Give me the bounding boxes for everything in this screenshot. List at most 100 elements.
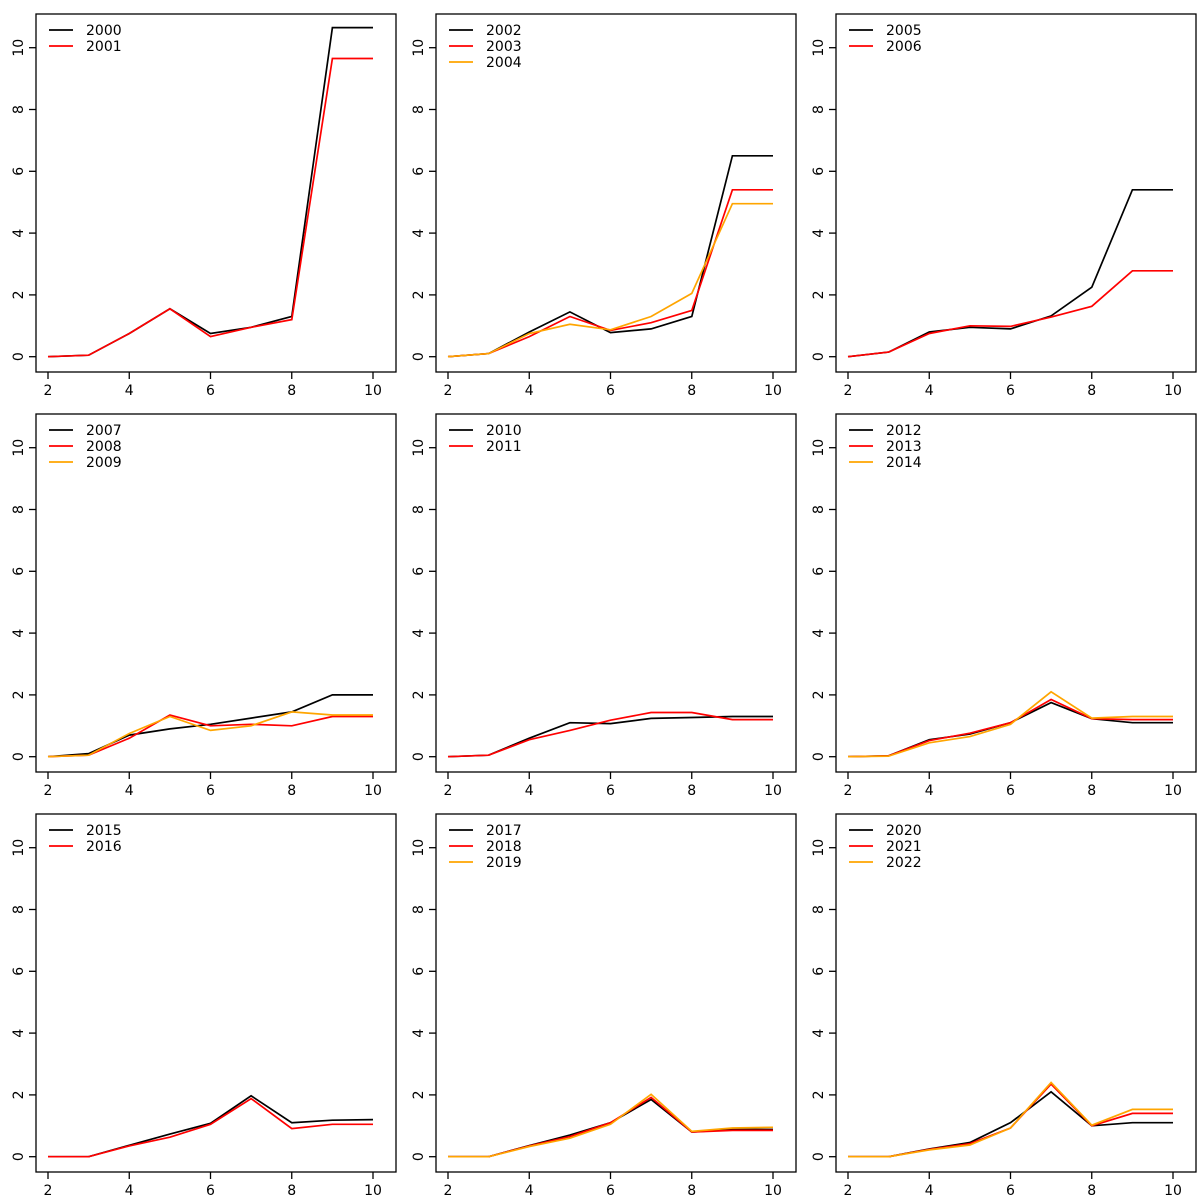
series-line-2011 (447, 711, 773, 758)
legend-label-2007: 2007 (86, 423, 122, 439)
y-axis-tick-label: 6 (811, 567, 827, 576)
plot-box (835, 13, 1197, 373)
chart-panel-2000-2001: 2 4 6 8 10 0 2 4 6 8 10 2000 2001 (0, 0, 400, 400)
chart-panel-2002-2004: 2 4 6 8 10 0 2 4 6 8 10 2002 2003 2004 (400, 0, 800, 400)
y-axis-tick-label: 4 (811, 229, 827, 238)
chart-panel-2012-2014: 2 4 6 8 10 0 2 4 6 8 10 2012 2013 2014 (800, 400, 1200, 800)
y-axis-tick-label: 4 (11, 629, 27, 638)
y-axis-tick-label: 10 (11, 839, 27, 857)
plot-box (35, 13, 397, 373)
chart-panel-2020-2022: 2 4 6 8 10 0 2 4 6 8 10 2020 2021 2022 (800, 800, 1200, 1200)
plot-box (435, 413, 797, 773)
x-axis-tick-label: 4 (525, 1183, 534, 1199)
y-axis-tick-label: 0 (411, 752, 427, 761)
legend-label-2014: 2014 (886, 455, 922, 471)
x-axis-tick-label: 4 (925, 383, 934, 399)
y-axis-tick-label: 2 (811, 1090, 827, 1099)
x-axis-tick-label: 6 (206, 1183, 215, 1199)
legend-label-2022: 2022 (886, 855, 922, 871)
legend-label-2018: 2018 (486, 839, 522, 855)
legend-label-2001: 2001 (86, 39, 122, 55)
y-axis-tick-label: 6 (11, 567, 27, 576)
legend-label-2017: 2017 (486, 823, 522, 839)
y-axis-tick-label: 4 (411, 629, 427, 638)
y-axis-tick-label: 0 (11, 1152, 27, 1161)
series-line-2009 (47, 711, 373, 758)
y-axis-tick-label: 6 (411, 567, 427, 576)
y-axis-tick-label: 10 (411, 839, 427, 857)
x-axis-tick-label: 8 (687, 783, 696, 799)
y-axis-tick-label: 10 (411, 39, 427, 57)
legend-label-2000: 2000 (86, 23, 122, 39)
y-axis-tick-label: 2 (811, 290, 827, 299)
plot-box (435, 13, 797, 373)
y-axis-tick-label: 2 (411, 690, 427, 699)
series-line-2005 (847, 188, 1173, 358)
x-axis-tick-label: 10 (764, 1183, 782, 1199)
x-axis-tick-label: 2 (444, 783, 453, 799)
x-axis-tick-label: 4 (525, 783, 534, 799)
x-axis-tick-label: 4 (125, 383, 134, 399)
y-axis-tick-label: 8 (411, 905, 427, 914)
y-axis-tick-label: 6 (11, 167, 27, 176)
y-axis-tick-label: 2 (11, 290, 27, 299)
x-axis-tick-label: 6 (1006, 783, 1015, 799)
chart-panel-2005-2006: 2 4 6 8 10 0 2 4 6 8 10 2005 2006 (800, 0, 1200, 400)
y-axis-tick-label: 0 (411, 352, 427, 361)
legend-label-2013: 2013 (886, 439, 922, 455)
series-line-2008 (47, 714, 373, 758)
series-line-2000 (47, 26, 373, 358)
y-axis-tick-label: 8 (811, 905, 827, 914)
legend-label-2004: 2004 (486, 55, 522, 71)
y-axis-tick-label: 10 (411, 439, 427, 457)
x-axis-tick-label: 8 (687, 1183, 696, 1199)
plot-box (35, 813, 397, 1173)
y-axis-tick-label: 0 (811, 352, 827, 361)
x-axis-tick-label: 4 (925, 783, 934, 799)
series-line-2021 (848, 1082, 1173, 1158)
y-axis-tick-label: 0 (811, 1152, 827, 1161)
y-axis-tick-label: 6 (11, 967, 27, 976)
y-axis-tick-label: 2 (411, 290, 427, 299)
legend-label-2021: 2021 (886, 839, 922, 855)
plot-box (835, 413, 1197, 773)
x-axis-tick-label: 8 (287, 1183, 296, 1199)
x-axis-tick-label: 4 (125, 1183, 134, 1199)
y-axis-tick-label: 0 (11, 752, 27, 761)
y-axis-tick-label: 0 (811, 752, 827, 761)
y-axis-tick-label: 2 (811, 690, 827, 699)
legend-label-2002: 2002 (486, 23, 522, 39)
x-axis-tick-label: 2 (844, 1183, 853, 1199)
y-axis-tick-label: 6 (811, 167, 827, 176)
y-axis-tick-label: 4 (811, 1029, 827, 1038)
x-axis-tick-label: 6 (206, 783, 215, 799)
y-axis-tick-label: 0 (411, 1152, 427, 1161)
legend-label-2016: 2016 (86, 839, 122, 855)
legend-label-2003: 2003 (486, 39, 522, 55)
chart-panel-2017-2019: 2 4 6 8 10 0 2 4 6 8 10 2017 2018 2019 (400, 800, 800, 1200)
legend-label-2012: 2012 (886, 423, 922, 439)
plot-box (35, 413, 397, 773)
y-axis-tick-label: 8 (811, 505, 827, 514)
y-axis-tick-label: 4 (11, 1029, 27, 1038)
y-axis-tick-label: 8 (811, 105, 827, 114)
y-axis-tick-label: 6 (411, 967, 427, 976)
x-axis-tick-label: 2 (44, 1183, 53, 1199)
y-axis-tick-label: 4 (411, 229, 427, 238)
x-axis-tick-label: 10 (764, 783, 782, 799)
chart-panel-2007-2009: 2 4 6 8 10 0 2 4 6 8 10 2007 2008 2009 (0, 400, 400, 800)
x-axis-tick-label: 10 (364, 1183, 382, 1199)
series-line-2016 (48, 1097, 373, 1158)
